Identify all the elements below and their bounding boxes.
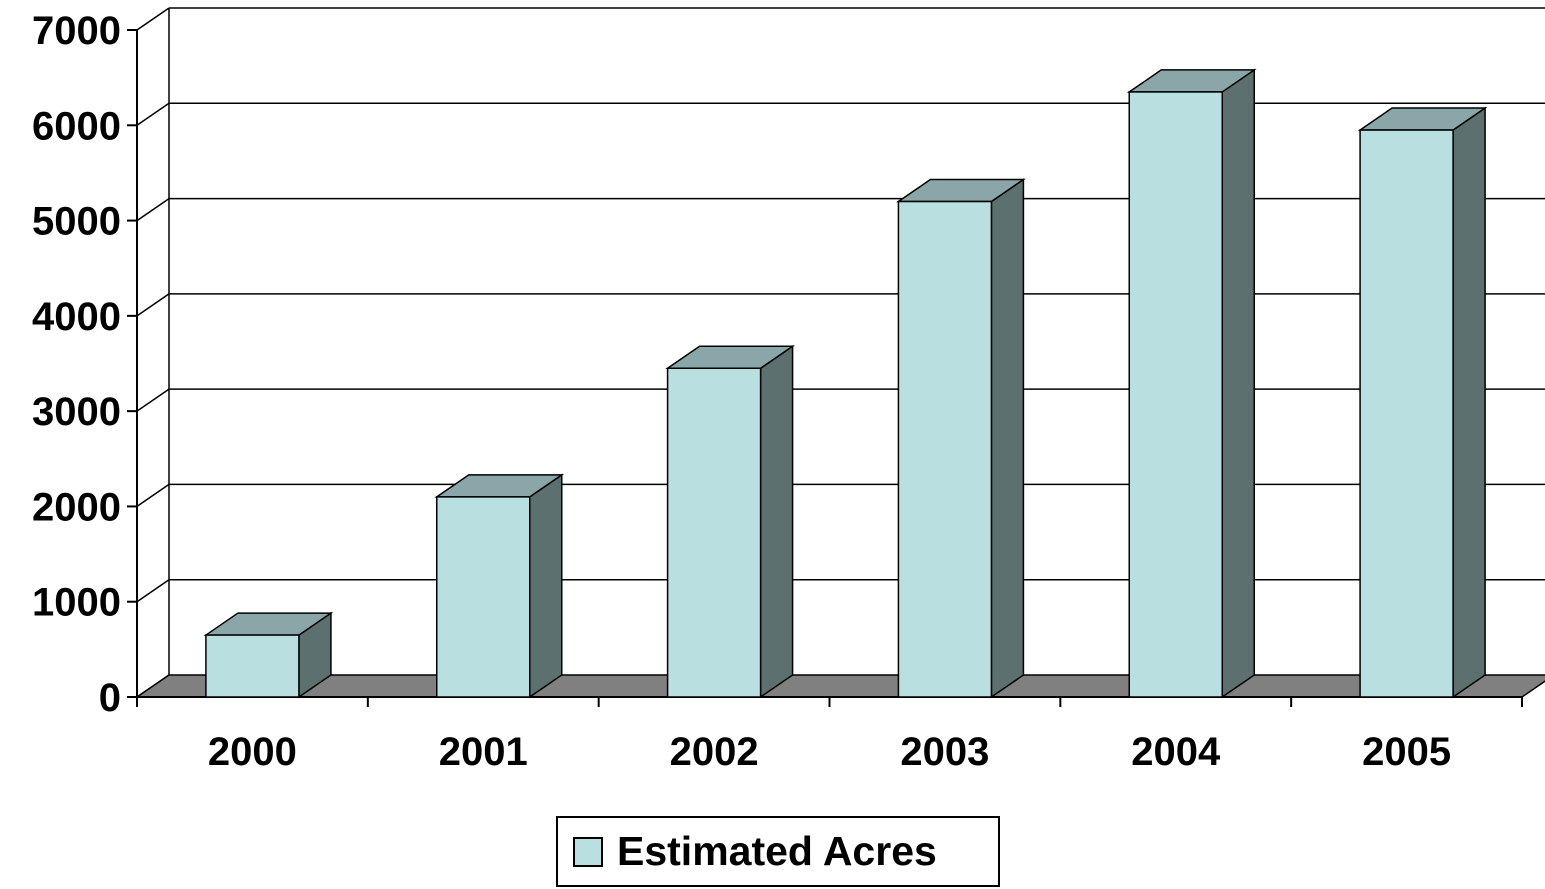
y-tick-label: 3000: [32, 390, 121, 434]
bar: [897, 200, 993, 698]
bar: [205, 634, 300, 698]
wall-connector: [136, 197, 170, 222]
bars: [203, 68, 1488, 699]
wall-connector: [136, 483, 170, 508]
bar-side: [529, 473, 563, 699]
wall-connector: [136, 388, 170, 412]
legend-label: Estimated Acres: [617, 828, 937, 874]
x-tick-label: 2001: [439, 730, 528, 774]
floor-plane: [134, 674, 1545, 698]
x-tick-label: 2002: [670, 730, 759, 774]
bar-side: [759, 344, 794, 699]
axes: [127, 29, 1523, 707]
bar-side: [990, 178, 1025, 699]
bar-side: [1452, 106, 1486, 699]
chart-floor: [134, 674, 1545, 698]
bar: [666, 367, 762, 698]
y-tick-label: 1000: [32, 581, 121, 625]
legend: Estimated Acres: [556, 816, 1000, 887]
x-tick-label: 2000: [208, 730, 297, 774]
x-tick-label: 2004: [1131, 730, 1221, 774]
y-tick-label: 0: [99, 676, 121, 720]
wall-connector: [136, 579, 170, 603]
bar: [436, 496, 531, 698]
bar: [1359, 129, 1454, 698]
y-tick-labels: 0 1000 2000 3000 4000 5000 6000 7000: [32, 9, 121, 720]
bar: [1128, 91, 1223, 698]
y-tick-label: 5000: [32, 200, 121, 244]
wall-connector: [136, 7, 170, 31]
bar-side: [1221, 68, 1255, 699]
y-tick-label: 4000: [32, 295, 121, 339]
y-tick-label: 6000: [32, 104, 121, 148]
x-tick-label: 2003: [900, 730, 989, 774]
x-tick-labels: 2000 2001 2002 2003 2004 2005: [208, 730, 1451, 774]
x-tick-label: 2005: [1362, 730, 1451, 774]
y-tick-label: 2000: [32, 485, 121, 529]
wall-connector: [136, 102, 170, 126]
wall-connector: [136, 293, 170, 317]
gridlines: [136, 7, 1545, 698]
y-tick-label: 7000: [32, 9, 121, 53]
legend-swatch: [573, 836, 603, 867]
